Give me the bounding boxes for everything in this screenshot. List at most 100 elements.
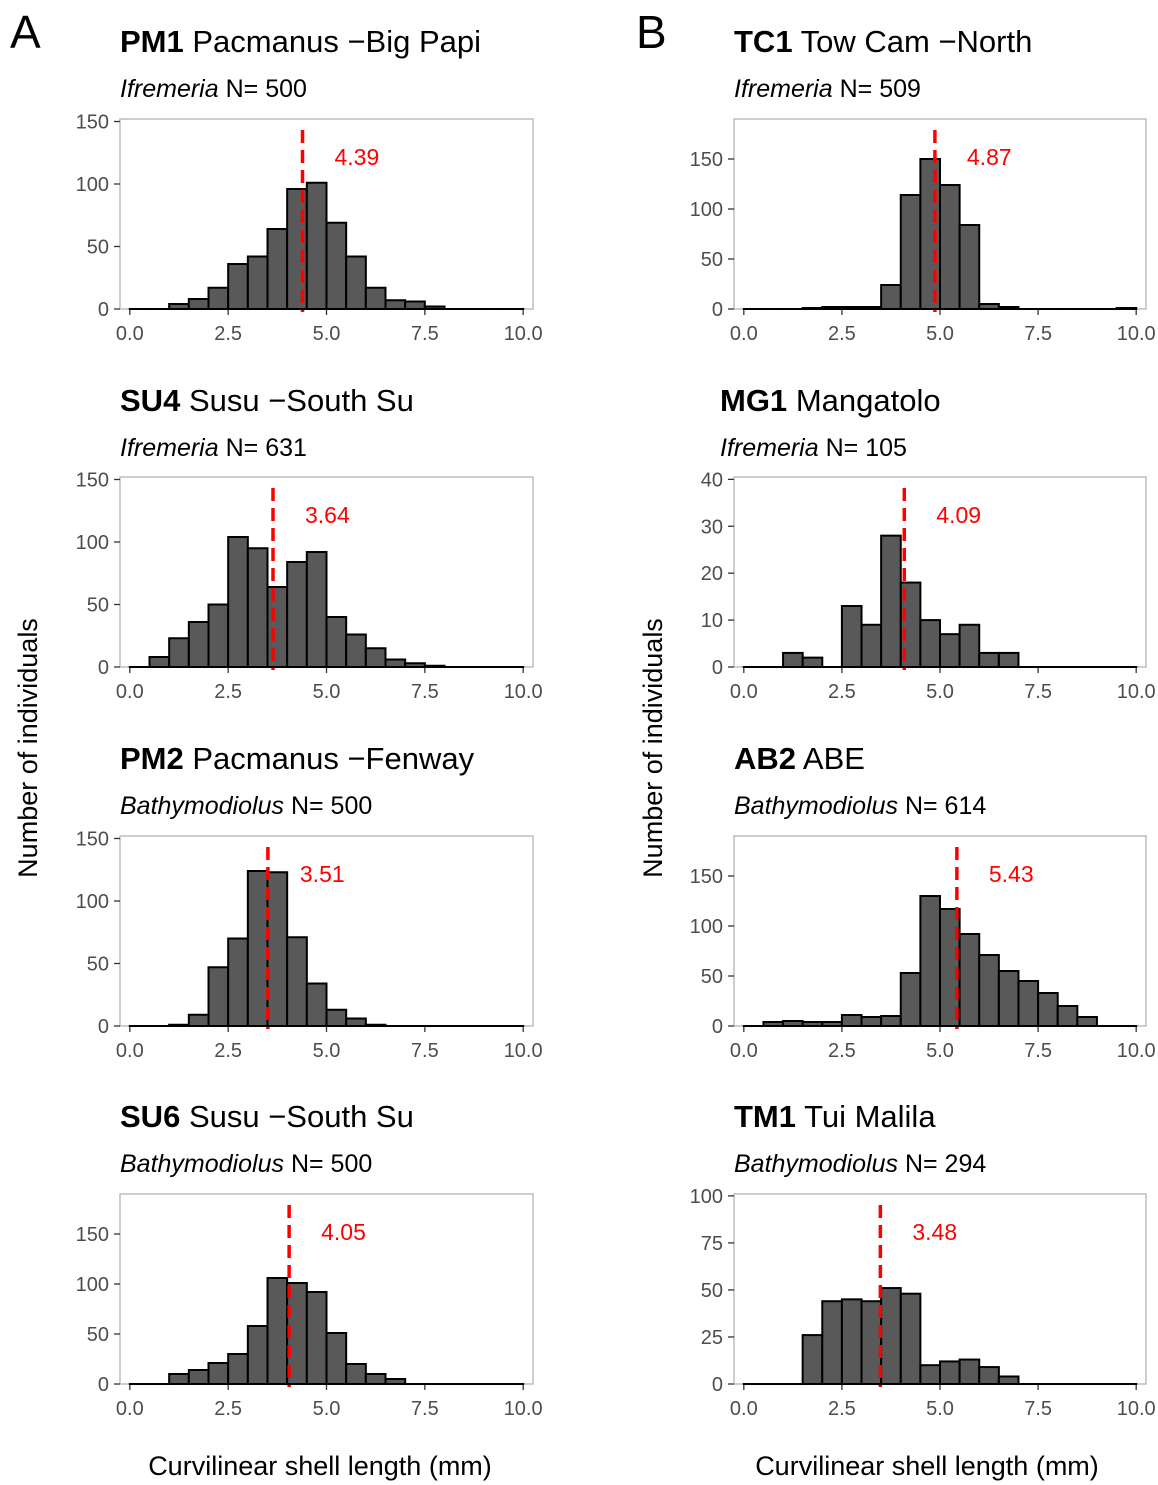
histogram-bar	[168, 1023, 190, 1027]
y-tick-label: 150	[690, 149, 723, 171]
site-name: Susu −South Su	[189, 383, 414, 418]
histogram-bar	[148, 656, 171, 668]
site-code: PM2	[120, 741, 184, 776]
site-name: Pacmanus −Big Papi	[192, 24, 481, 59]
x-tick-label: 7.5	[1024, 1398, 1052, 1420]
histogram-bar	[364, 647, 387, 668]
histogram-bar	[997, 1375, 1020, 1385]
panel-title: TC1 Tow Cam −North	[734, 24, 1032, 59]
x-tick-label: 5.0	[313, 681, 341, 703]
x-tick-label: 7.5	[1024, 1040, 1052, 1062]
histogram-bar	[187, 1013, 210, 1027]
sample-size: N= 500	[226, 75, 307, 103]
histogram-bar	[919, 1364, 942, 1385]
histogram-bar	[899, 972, 922, 1027]
sample-size: N= 500	[291, 792, 372, 820]
histogram-panels: PM1 Pacmanus −Big Papi Ifremeria N= 500 0 5…	[76, 24, 1156, 1420]
x-tick-label: 0.0	[116, 1040, 144, 1062]
x-tick-label: 2.5	[828, 1398, 856, 1420]
panel-title: MG1 Mangatolo	[720, 383, 941, 418]
y-tick-label: 0	[712, 1016, 723, 1038]
x-tick-label: 0.0	[116, 1398, 144, 1420]
x-tick-label: 7.5	[1024, 681, 1052, 703]
site-name: Pacmanus −Fenway	[192, 741, 474, 776]
x-tick-label: 5.0	[926, 1398, 954, 1420]
x-tick-label: 7.5	[411, 681, 439, 703]
genus-name: Ifremeria	[120, 434, 219, 462]
histogram-bar	[345, 1363, 367, 1385]
x-tick-label: 5.0	[313, 323, 341, 345]
histogram-bar	[958, 623, 981, 668]
histogram-bar	[860, 1016, 883, 1027]
x-tick-label: 0.0	[730, 323, 758, 345]
histogram-panel: SU4 Susu −South Su Ifremeria N= 631 0 50 100…	[76, 383, 543, 703]
genus-name: Ifremeria	[720, 434, 819, 462]
y-tick-label: 0	[712, 299, 723, 321]
histogram-bar	[305, 982, 328, 1027]
panel-title: AB2 ABE	[734, 741, 865, 776]
histogram-bar	[880, 1015, 902, 1027]
x-tick-label: 5.0	[926, 1040, 954, 1062]
histogram-bar	[978, 954, 1000, 1027]
histogram-bar	[325, 616, 348, 668]
histogram-bar	[899, 1292, 922, 1386]
histogram-bar	[978, 651, 1000, 668]
histogram-bar	[801, 307, 824, 310]
histogram-panel: MG1 Mangatolo Ifremeria N= 105 0 10 20 30 40 0.…	[701, 383, 1156, 703]
sample-size: N= 105	[826, 434, 907, 462]
histogram-bar	[997, 651, 1020, 668]
y-tick-label: 50	[87, 237, 109, 259]
x-tick-label: 5.0	[926, 323, 954, 345]
panel-subtitle: Ifremeria N= 631	[120, 434, 307, 462]
histogram-bar	[227, 1353, 249, 1385]
histogram-bar	[762, 1021, 785, 1027]
panel-subtitle: Bathymodiolus N= 294	[734, 1150, 986, 1178]
y-tick-label: 0	[712, 657, 723, 679]
x-axis-title-left: Curvilinear shell length (mm)	[148, 1451, 492, 1481]
y-tick-label: 0	[98, 1374, 109, 1396]
site-name: Susu −South Su	[189, 1099, 414, 1134]
histogram-bar	[840, 1298, 863, 1386]
histogram-bar	[782, 1020, 804, 1027]
x-tick-label: 5.0	[313, 1398, 341, 1420]
panel-title: SU4 Susu −South Su	[120, 383, 414, 418]
histogram-bar	[997, 970, 1020, 1027]
histogram-bar	[958, 933, 981, 1027]
histogram-bar	[939, 184, 961, 310]
histogram-bar	[266, 1277, 289, 1385]
histogram-bar	[840, 306, 863, 310]
histogram-bar	[821, 1021, 843, 1027]
site-code: TM1	[734, 1099, 796, 1134]
histogram-bar	[286, 936, 308, 1027]
site-name: Tow Cam −North	[801, 24, 1033, 59]
y-tick-label: 100	[690, 199, 723, 221]
histogram-bar	[1056, 1005, 1079, 1027]
x-tick-label: 5.0	[313, 1040, 341, 1062]
x-tick-label: 10.0	[1117, 1398, 1156, 1420]
y-tick-label: 75	[701, 1233, 723, 1255]
histogram-bar	[227, 263, 249, 310]
x-axis-title-right: Curvilinear shell length (mm)	[755, 1451, 1099, 1481]
x-tick-label: 0.0	[730, 681, 758, 703]
x-tick-label: 0.0	[730, 1398, 758, 1420]
histogram-bar	[384, 299, 407, 310]
histogram-bar	[325, 1332, 348, 1385]
histogram-panel: PM2 Pacmanus −Fenway Bathymodiolus N= 500…	[76, 741, 543, 1062]
histogram-bar	[207, 966, 230, 1027]
x-tick-label: 7.5	[1024, 323, 1052, 345]
histogram-bar	[919, 895, 942, 1027]
x-tick-label: 10.0	[504, 1398, 543, 1420]
y-tick-label: 100	[690, 916, 723, 938]
y-tick-label: 50	[87, 1324, 109, 1346]
y-axis-title-right: Number of individuals	[638, 618, 668, 878]
histogram-bar	[860, 306, 883, 310]
histogram-bar	[227, 937, 249, 1027]
y-tick-label: 50	[701, 966, 723, 988]
histogram-bar	[364, 1373, 387, 1385]
histogram-panel: PM1 Pacmanus −Big Papi Ifremeria N= 500 0 5…	[76, 24, 543, 345]
histogram-bar	[919, 158, 942, 310]
histogram-bar	[423, 664, 446, 668]
y-tick-label: 30	[701, 516, 723, 538]
histogram-bar	[978, 303, 1000, 310]
